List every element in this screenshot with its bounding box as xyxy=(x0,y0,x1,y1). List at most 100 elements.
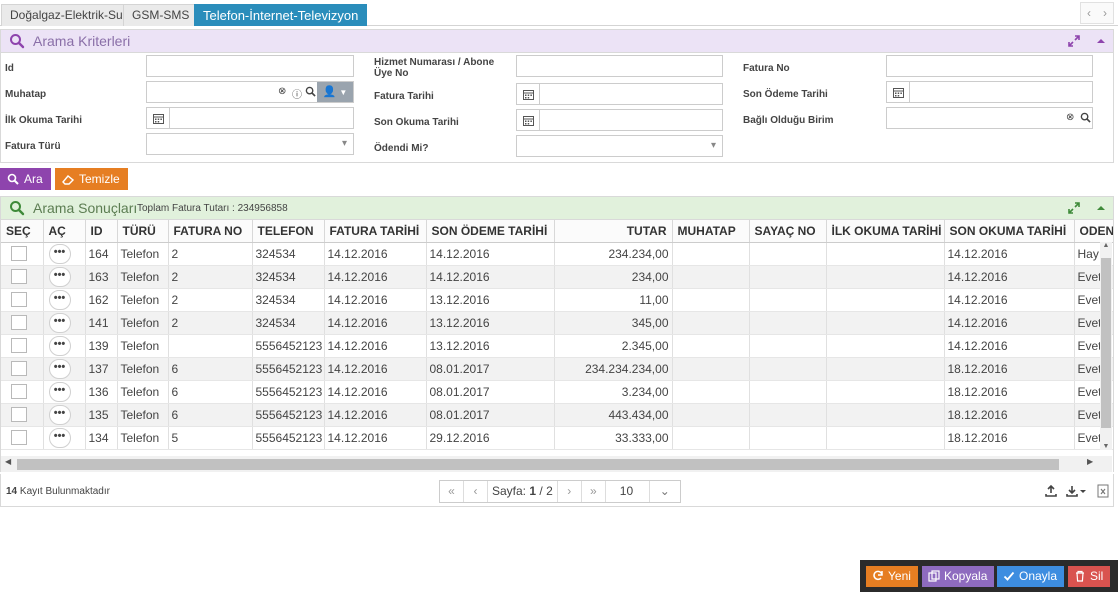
fatura-turu-label: Fatura Türü xyxy=(5,141,61,152)
scrollbar-thumb[interactable] xyxy=(17,459,1059,470)
chevron-left-icon[interactable]: ‹ xyxy=(1087,6,1091,20)
column-header[interactable]: SON ÖDEME TARİHİ xyxy=(426,220,555,243)
tab-telefon-internet-televizyon[interactable]: Telefon-İnternet-Televizyon xyxy=(194,4,368,26)
info-icon[interactable]: ⓘ xyxy=(292,90,302,101)
column-header[interactable]: SEÇ xyxy=(1,220,44,243)
delete-button[interactable]: Sil xyxy=(1068,566,1111,587)
table-row[interactable]: ••• 162 Telefon 2 324534 14.12.2016 13.12.2016… xyxy=(1,288,1113,312)
scroll-right-icon[interactable]: ▶ xyxy=(1087,457,1094,466)
bagli-birim-field[interactable]: ⊗ xyxy=(886,107,1093,129)
row-checkbox[interactable] xyxy=(11,384,27,400)
son-odeme-date-field[interactable] xyxy=(886,81,1093,103)
table-row[interactable]: ••• 134 Telefon 5 5556452123 14.12.2016 29.12.… xyxy=(1,426,1113,450)
row-checkbox[interactable] xyxy=(11,407,27,423)
horizontal-scrollbar[interactable]: ◀ ▶ xyxy=(1,456,1112,472)
first-page-button[interactable]: « xyxy=(440,481,464,502)
row-checkbox[interactable] xyxy=(11,246,27,262)
collapse-icon[interactable] xyxy=(1094,201,1108,215)
add-user-dropdown[interactable]: 👤 ▼ xyxy=(317,82,353,102)
son-okuma-date-field[interactable] xyxy=(516,109,723,131)
tab-dogalgaz-elektrik-su[interactable]: Doğalgaz-Elektrik-Su xyxy=(1,4,132,26)
row-checkbox[interactable] xyxy=(11,430,27,446)
lookup-search-icon[interactable] xyxy=(305,86,316,97)
row-checkbox[interactable] xyxy=(11,338,27,354)
id-field[interactable] xyxy=(146,55,354,77)
more-options-icon[interactable]: ••• xyxy=(48,289,71,310)
eraser-icon xyxy=(62,175,74,185)
calendar-icon[interactable] xyxy=(517,110,540,130)
clear-icon[interactable]: ⊗ xyxy=(278,86,287,97)
column-header[interactable]: AÇ xyxy=(43,220,86,243)
column-header[interactable]: FATURA TARİHİ xyxy=(324,220,427,243)
fatura-tarihi-date-field[interactable] xyxy=(516,83,723,105)
more-options-icon[interactable]: ••• xyxy=(48,404,71,425)
table-row[interactable]: ••• 164 Telefon 2 324534 14.12.2016 14.12.2016… xyxy=(1,242,1113,266)
open-cell: ••• xyxy=(43,403,86,427)
cell-telefon: 324534 xyxy=(252,288,325,312)
scroll-up-icon[interactable]: ▲ xyxy=(1102,242,1110,249)
new-button[interactable]: Yeni xyxy=(866,566,918,587)
scroll-down-icon[interactable]: ▼ xyxy=(1102,443,1110,450)
chevron-right-icon[interactable]: › xyxy=(1103,6,1107,20)
more-options-icon[interactable]: ••• xyxy=(48,358,71,379)
more-options-icon[interactable]: ••• xyxy=(48,243,71,264)
column-header[interactable]: TELEFON xyxy=(252,220,325,243)
hizmet-no-field[interactable] xyxy=(516,55,723,77)
prev-page-button[interactable]: ‹ xyxy=(464,481,488,502)
ilk-okuma-date-field[interactable] xyxy=(146,107,354,129)
vertical-scrollbar[interactable]: ▲ ▼ xyxy=(1100,242,1112,450)
column-header[interactable]: SAYAÇ NO xyxy=(749,220,827,243)
page-size-select[interactable]: 10 xyxy=(606,481,650,502)
more-options-icon[interactable]: ••• xyxy=(48,312,71,333)
row-checkbox[interactable] xyxy=(11,361,27,377)
column-header[interactable]: MUHATAP xyxy=(672,220,750,243)
collapse-icon[interactable] xyxy=(1094,34,1108,48)
more-options-icon[interactable]: ••• xyxy=(48,427,71,448)
table-row[interactable]: ••• 141 Telefon 2 324534 14.12.2016 13.12.2016… xyxy=(1,311,1113,335)
fatura-no-field[interactable] xyxy=(886,55,1093,77)
calendar-icon[interactable] xyxy=(887,82,910,102)
more-options-icon[interactable]: ••• xyxy=(48,266,71,287)
column-header[interactable]: TÜRÜ xyxy=(117,220,169,243)
column-header[interactable]: İLK OKUMA TARİHİ xyxy=(826,220,945,243)
fatura-turu-select[interactable]: ▾ xyxy=(146,133,354,155)
clear-icon[interactable]: ⊗ xyxy=(1066,112,1075,123)
scroll-left-icon[interactable]: ◀ xyxy=(5,457,12,466)
clear-button[interactable]: Temizle xyxy=(55,168,128,190)
expand-icon[interactable] xyxy=(1067,34,1081,48)
tab-gsm-sms[interactable]: GSM-SMS xyxy=(123,4,199,26)
copy-button[interactable]: Kopyala xyxy=(922,566,995,587)
upload-icon[interactable] xyxy=(1044,484,1058,498)
column-header[interactable]: SON OKUMA TARİHİ xyxy=(944,220,1075,243)
excel-icon[interactable] xyxy=(1096,484,1110,498)
column-header[interactable]: FATURA NO xyxy=(168,220,253,243)
row-checkbox[interactable] xyxy=(11,315,27,331)
criteria-panel-header: Arama Kriterleri xyxy=(0,29,1114,53)
calendar-icon[interactable] xyxy=(147,108,170,128)
table-row[interactable]: ••• 136 Telefon 6 5556452123 14.12.2016 08.01.… xyxy=(1,380,1113,404)
table-row[interactable]: ••• 163 Telefon 2 324534 14.12.2016 14.12.2016… xyxy=(1,265,1113,289)
approve-button[interactable]: Onayla xyxy=(997,566,1065,587)
table-row[interactable]: ••• 135 Telefon 6 5556452123 14.12.2016 08.01.… xyxy=(1,403,1113,427)
last-page-button[interactable]: » xyxy=(582,481,606,502)
next-page-button[interactable]: › xyxy=(558,481,582,502)
table-row[interactable]: ••• 139 Telefon 5556452123 14.12.2016 13.12.2… xyxy=(1,334,1113,358)
calendar-icon[interactable] xyxy=(517,84,540,104)
column-header[interactable]: ODENDİ xyxy=(1074,220,1113,243)
column-header[interactable]: TUTAR xyxy=(554,220,673,243)
row-checkbox[interactable] xyxy=(11,292,27,308)
download-icon[interactable] xyxy=(1065,484,1087,498)
select-cell xyxy=(1,380,44,404)
scrollbar-thumb[interactable] xyxy=(1101,258,1111,428)
table-row[interactable]: ••• 137 Telefon 6 5556452123 14.12.2016 08.01.… xyxy=(1,357,1113,381)
odendi-select[interactable]: ▾ xyxy=(516,135,723,157)
search-button[interactable]: Ara xyxy=(0,168,51,190)
expand-icon[interactable] xyxy=(1067,201,1081,215)
row-checkbox[interactable] xyxy=(11,269,27,285)
more-options-icon[interactable]: ••• xyxy=(48,381,71,402)
more-options-icon[interactable]: ••• xyxy=(48,335,71,356)
muhatap-field[interactable]: ⊗ ⓘ 👤 ▼ xyxy=(146,81,354,103)
lookup-search-icon[interactable] xyxy=(1080,112,1091,123)
column-header[interactable]: ID xyxy=(85,220,118,243)
chevron-down-icon[interactable]: ⌄ xyxy=(659,484,670,498)
